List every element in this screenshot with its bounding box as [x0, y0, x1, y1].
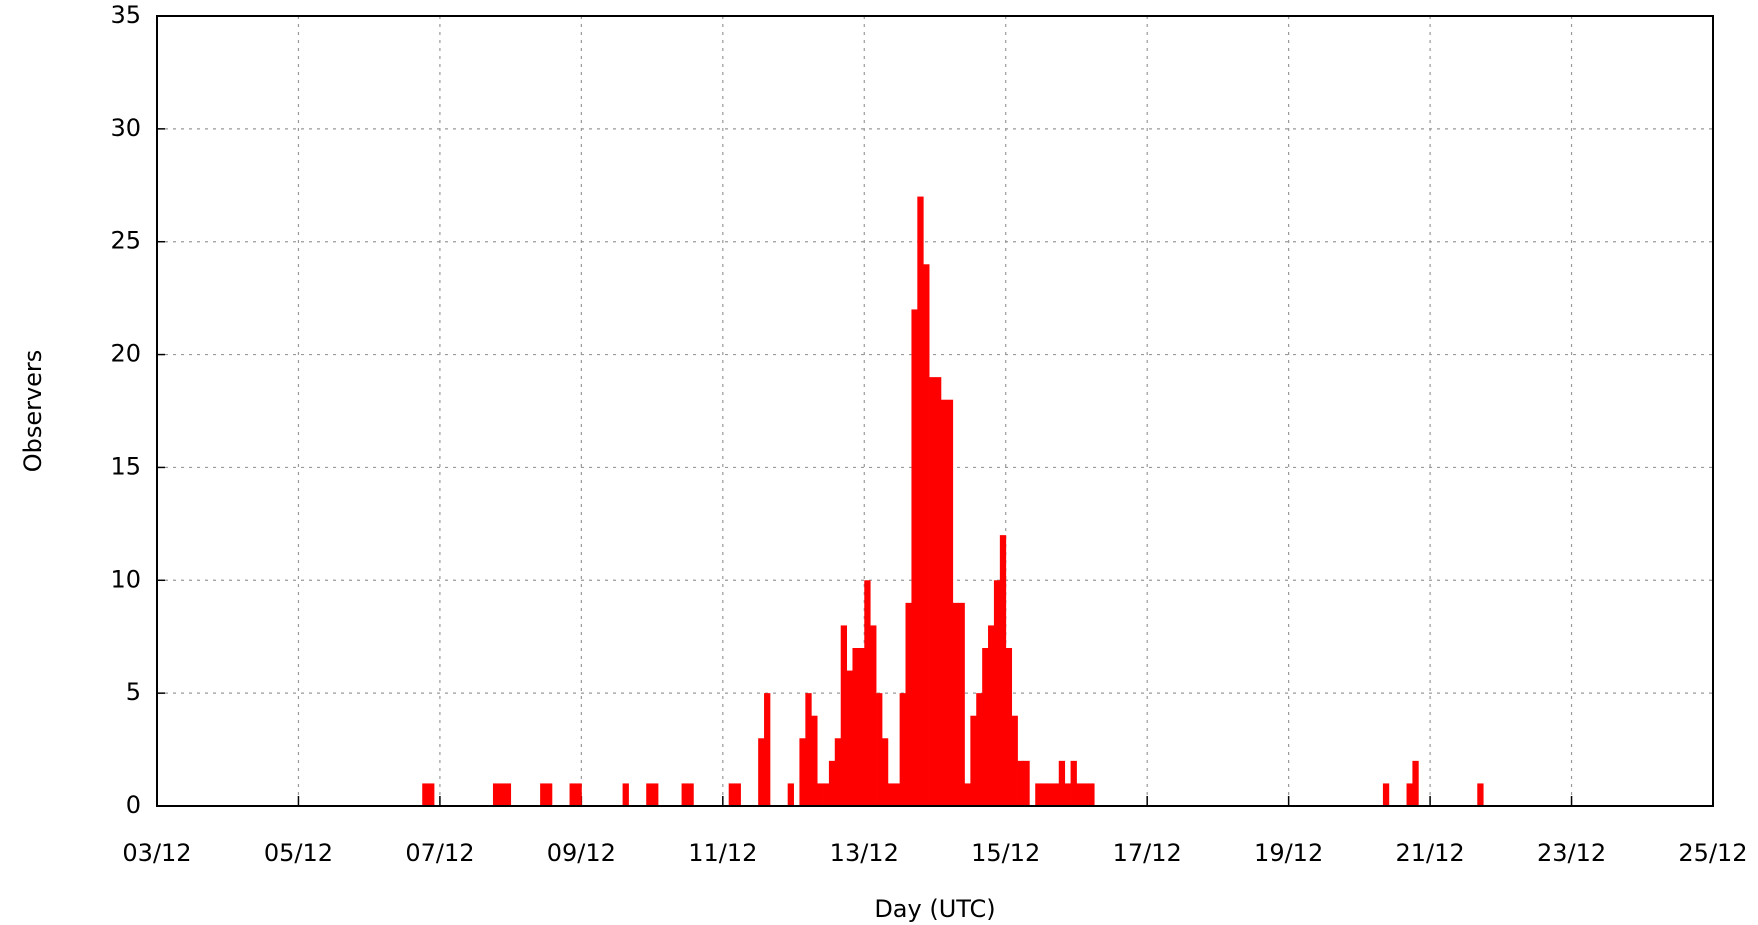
- bar: [828, 760, 836, 806]
- bar: [988, 625, 995, 806]
- bar: [734, 783, 741, 806]
- bar: [1052, 783, 1060, 806]
- bar: [905, 602, 912, 806]
- bar: [817, 783, 824, 806]
- x-tick-label: 25/12: [1678, 839, 1747, 867]
- x-tick-label: 07/12: [405, 839, 474, 867]
- bar: [540, 783, 547, 806]
- bar: [846, 670, 853, 806]
- bar: [823, 783, 830, 806]
- bar: [1382, 783, 1390, 806]
- bar: [958, 602, 965, 806]
- bar: [952, 602, 959, 806]
- bar: [852, 648, 859, 806]
- bar: [999, 535, 1007, 806]
- bar: [929, 377, 936, 806]
- bar: [970, 715, 977, 806]
- y-tick-label: 30: [110, 114, 141, 142]
- x-tick-label: 23/12: [1537, 839, 1606, 867]
- x-axis-label: Day (UTC): [874, 895, 995, 923]
- bar: [498, 783, 506, 806]
- bar: [787, 783, 794, 806]
- y-axis-label: Observers: [19, 350, 47, 473]
- y-tick-label: 20: [110, 340, 141, 368]
- bar: [858, 648, 865, 806]
- bar: [899, 693, 906, 806]
- bar: [993, 580, 1001, 806]
- bar: [887, 783, 895, 806]
- bar: [935, 377, 942, 806]
- bar: [799, 738, 806, 806]
- plot-frame: [156, 15, 1714, 807]
- bar: [652, 783, 659, 806]
- bar: [758, 738, 765, 806]
- bar: [1041, 783, 1048, 806]
- bar: [876, 693, 883, 806]
- bar: [881, 738, 889, 806]
- bar: [1088, 783, 1095, 806]
- bar: [811, 715, 818, 806]
- y-tick-label: 10: [110, 565, 141, 593]
- bar: [646, 783, 653, 806]
- bar: [1082, 783, 1089, 806]
- bar: [893, 783, 901, 806]
- bar: [982, 648, 989, 806]
- bar: [1064, 783, 1071, 806]
- bar: [911, 309, 918, 806]
- x-tick-label: 13/12: [830, 839, 899, 867]
- bar: [1035, 783, 1042, 806]
- bar: [805, 693, 812, 806]
- y-tick-label: 0: [126, 791, 141, 819]
- bar: [1017, 760, 1024, 806]
- bar: [840, 625, 848, 806]
- bar: [1058, 760, 1066, 806]
- bar: [728, 783, 735, 806]
- bar: [569, 783, 576, 806]
- x-tick-label: 09/12: [547, 839, 616, 867]
- bar: [923, 264, 930, 806]
- bar: [1076, 783, 1083, 806]
- bar: [575, 783, 582, 806]
- bar: [764, 693, 771, 806]
- bar: [917, 196, 924, 807]
- bar: [1477, 783, 1484, 806]
- y-tick-label: 35: [110, 1, 141, 29]
- x-tick-label: 19/12: [1254, 839, 1323, 867]
- y-tick-label: 15: [110, 452, 141, 480]
- bar: [1406, 783, 1413, 806]
- bar: [1023, 760, 1030, 806]
- bar: [1005, 648, 1013, 806]
- bar: [687, 783, 694, 806]
- bar: [946, 399, 954, 806]
- x-tick-label: 05/12: [264, 839, 333, 867]
- bar: [870, 625, 877, 806]
- bar: [504, 783, 512, 806]
- bar: [940, 399, 948, 806]
- x-tick-label: 17/12: [1113, 839, 1182, 867]
- bar: [976, 693, 983, 806]
- bar: [492, 783, 500, 806]
- bar: [864, 580, 871, 806]
- bar: [681, 783, 688, 806]
- bar: [964, 783, 971, 806]
- bar: [1070, 760, 1077, 806]
- y-tick-label: 5: [126, 678, 141, 706]
- bar: [622, 783, 629, 806]
- bar: [1412, 760, 1419, 806]
- y-tick-label: 25: [110, 227, 141, 255]
- bar: [1011, 715, 1018, 806]
- bar: [1046, 783, 1054, 806]
- bar: [834, 738, 842, 806]
- x-tick-label: 21/12: [1396, 839, 1465, 867]
- x-tick-label: 03/12: [122, 839, 191, 867]
- bar: [546, 783, 553, 806]
- bar: [428, 783, 435, 806]
- bar: [422, 783, 429, 806]
- x-tick-label: 11/12: [688, 839, 757, 867]
- x-tick-label: 15/12: [971, 839, 1040, 867]
